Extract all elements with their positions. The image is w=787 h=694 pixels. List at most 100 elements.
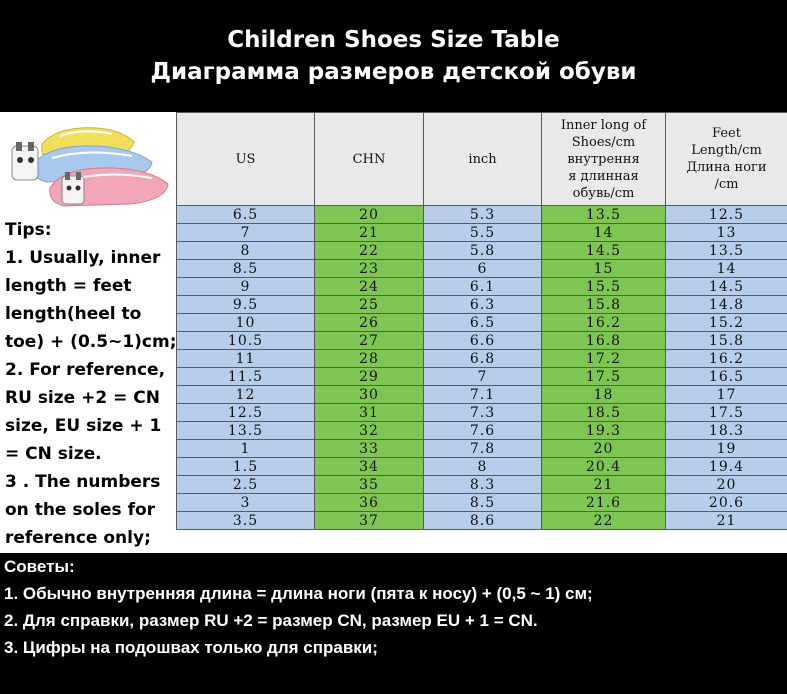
table-row: 12.5 31 7.3 18.5 17.5 bbox=[176, 403, 787, 422]
header-us: US bbox=[176, 112, 315, 206]
cell-inch: 7.6 bbox=[423, 421, 542, 440]
cell-inch: 6.3 bbox=[423, 295, 542, 314]
tips-line: on the soles for bbox=[5, 500, 156, 520]
tips-line: size, EU size + 1 bbox=[5, 416, 162, 436]
cell-us: 1.5 bbox=[176, 457, 315, 476]
cell-inner-length: 14.5 bbox=[541, 241, 666, 260]
cell-feet-length: 15.8 bbox=[665, 331, 787, 350]
table-row: 8 22 5.8 14.5 13.5 bbox=[176, 241, 787, 260]
cell-chn: 24 bbox=[314, 277, 424, 296]
cell-inner-length: 17.5 bbox=[541, 367, 666, 386]
size-table: US CHN inch Inner long of Shoes/cm внутр… bbox=[176, 112, 787, 530]
table-header-row: US CHN inch Inner long of Shoes/cm внутр… bbox=[176, 112, 787, 206]
cell-inner-length: 20 bbox=[541, 439, 666, 458]
cell-feet-length: 15.2 bbox=[665, 313, 787, 332]
cell-feet-length: 14.5 bbox=[665, 277, 787, 296]
cell-us: 3.5 bbox=[176, 511, 315, 530]
cell-inch: 5.8 bbox=[423, 241, 542, 260]
cell-us: 8 bbox=[176, 241, 315, 260]
cell-feet-length: 20.6 bbox=[665, 493, 787, 512]
cell-feet-length: 14 bbox=[665, 259, 787, 278]
cell-chn: 26 bbox=[314, 313, 424, 332]
cell-feet-length: 14.8 bbox=[665, 295, 787, 314]
title-russian: Диаграмма размеров детской обуви bbox=[150, 59, 637, 85]
header-inch: inch bbox=[423, 112, 542, 206]
cell-feet-length: 13.5 bbox=[665, 241, 787, 260]
cell-inch: 6.8 bbox=[423, 349, 542, 368]
table-row: 6.5 20 5.3 13.5 12.5 bbox=[176, 205, 787, 224]
cell-us: 9.5 bbox=[176, 295, 315, 314]
table-row: 2.5 35 8.3 21 20 bbox=[176, 475, 787, 494]
cell-inner-length: 13.5 bbox=[541, 205, 666, 224]
cell-chn: 37 bbox=[314, 511, 424, 530]
cell-inch: 8 bbox=[423, 457, 542, 476]
header-feet-line: /cm bbox=[714, 177, 739, 192]
kids-shoes-photo bbox=[11, 127, 169, 207]
tips-line: toe) + (0.5~1)cm; bbox=[5, 332, 177, 352]
cell-feet-length: 20 bbox=[665, 475, 787, 494]
cell-chn: 34 bbox=[314, 457, 424, 476]
cell-inch: 5.3 bbox=[423, 205, 542, 224]
cell-inner-length: 16.2 bbox=[541, 313, 666, 332]
cell-feet-length: 17.5 bbox=[665, 403, 787, 422]
cell-inch: 7.8 bbox=[423, 439, 542, 458]
cell-inner-length: 21 bbox=[541, 475, 666, 494]
tips-russian: Советы: 1. Обычно внутренняя длина = дли… bbox=[0, 553, 787, 694]
cell-inch: 7 bbox=[423, 367, 542, 386]
header-feet-line: Feet bbox=[712, 126, 741, 141]
cell-chn: 20 bbox=[314, 205, 424, 224]
table-row: 3.5 37 8.6 22 21 bbox=[176, 511, 787, 530]
cell-chn: 21 bbox=[314, 223, 424, 242]
table-row: 3 36 8.5 21.6 20.6 bbox=[176, 493, 787, 512]
cell-us: 9 bbox=[176, 277, 315, 296]
cell-inner-length: 15 bbox=[541, 259, 666, 278]
cell-inner-length: 15.5 bbox=[541, 277, 666, 296]
cell-inch: 7.1 bbox=[423, 385, 542, 404]
cell-feet-length: 18.3 bbox=[665, 421, 787, 440]
table-row: 12 30 7.1 18 17 bbox=[176, 385, 787, 404]
header-feet-line: Длина ноги bbox=[686, 160, 767, 175]
cell-feet-length: 19 bbox=[665, 439, 787, 458]
tips-line: reference only; bbox=[5, 528, 151, 548]
table-row: 11.5 29 7 17.5 16.5 bbox=[176, 367, 787, 386]
table-row: 10 26 6.5 16.2 15.2 bbox=[176, 313, 787, 332]
tips-line: length = feet bbox=[5, 276, 132, 296]
cell-chn: 32 bbox=[314, 421, 424, 440]
cell-feet-length: 16.5 bbox=[665, 367, 787, 386]
table-row: 10.5 27 6.6 16.8 15.8 bbox=[176, 331, 787, 350]
table-row: 9 24 6.1 15.5 14.5 bbox=[176, 277, 787, 296]
table-row: 8.5 23 6 15 14 bbox=[176, 259, 787, 278]
cell-chn: 29 bbox=[314, 367, 424, 386]
title-english: Children Shoes Size Table bbox=[227, 27, 560, 53]
cell-inner-length: 20.4 bbox=[541, 457, 666, 476]
cell-us: 12.5 bbox=[176, 403, 315, 422]
cell-feet-length: 12.5 bbox=[665, 205, 787, 224]
title-banner: Children Shoes Size Table Диаграмма разм… bbox=[0, 0, 787, 112]
cell-inch: 6.5 bbox=[423, 313, 542, 332]
cell-inch: 8.3 bbox=[423, 475, 542, 494]
cell-us: 11 bbox=[176, 349, 315, 368]
tips-line: = CN size. bbox=[5, 444, 102, 464]
cell-chn: 27 bbox=[314, 331, 424, 350]
tips-ru-heading: Советы: bbox=[4, 557, 75, 576]
header-inner-line: обувь/cm bbox=[572, 185, 635, 201]
cell-chn: 28 bbox=[314, 349, 424, 368]
header-feet-length: Feet Length/cm Длина ноги /cm bbox=[665, 112, 787, 206]
header-chn: CHN bbox=[314, 112, 424, 206]
cell-us: 7 bbox=[176, 223, 315, 242]
cell-inner-length: 18.5 bbox=[541, 403, 666, 422]
cell-chn: 33 bbox=[314, 439, 424, 458]
table-row: 1 33 7.8 20 19 bbox=[176, 439, 787, 458]
cell-inch: 6.6 bbox=[423, 331, 542, 350]
cell-inch: 6.1 bbox=[423, 277, 542, 296]
table-body: 6.5 20 5.3 13.5 12.5 7 21 5.5 14 13 8 22 5.8 14.5 13.5… bbox=[176, 205, 787, 530]
cell-inch: 5.5 bbox=[423, 223, 542, 242]
cell-inner-length: 19.3 bbox=[541, 421, 666, 440]
tips-ru-line: 1. Обычно внутренняя длина = длина ноги … bbox=[4, 584, 593, 603]
tips-line: RU size +2 = CN bbox=[5, 388, 160, 408]
cell-chn: 35 bbox=[314, 475, 424, 494]
table-row: 13.5 32 7.6 19.3 18.3 bbox=[176, 421, 787, 440]
cell-inner-length: 22 bbox=[541, 511, 666, 530]
cell-chn: 25 bbox=[314, 295, 424, 314]
cell-feet-length: 17 bbox=[665, 385, 787, 404]
